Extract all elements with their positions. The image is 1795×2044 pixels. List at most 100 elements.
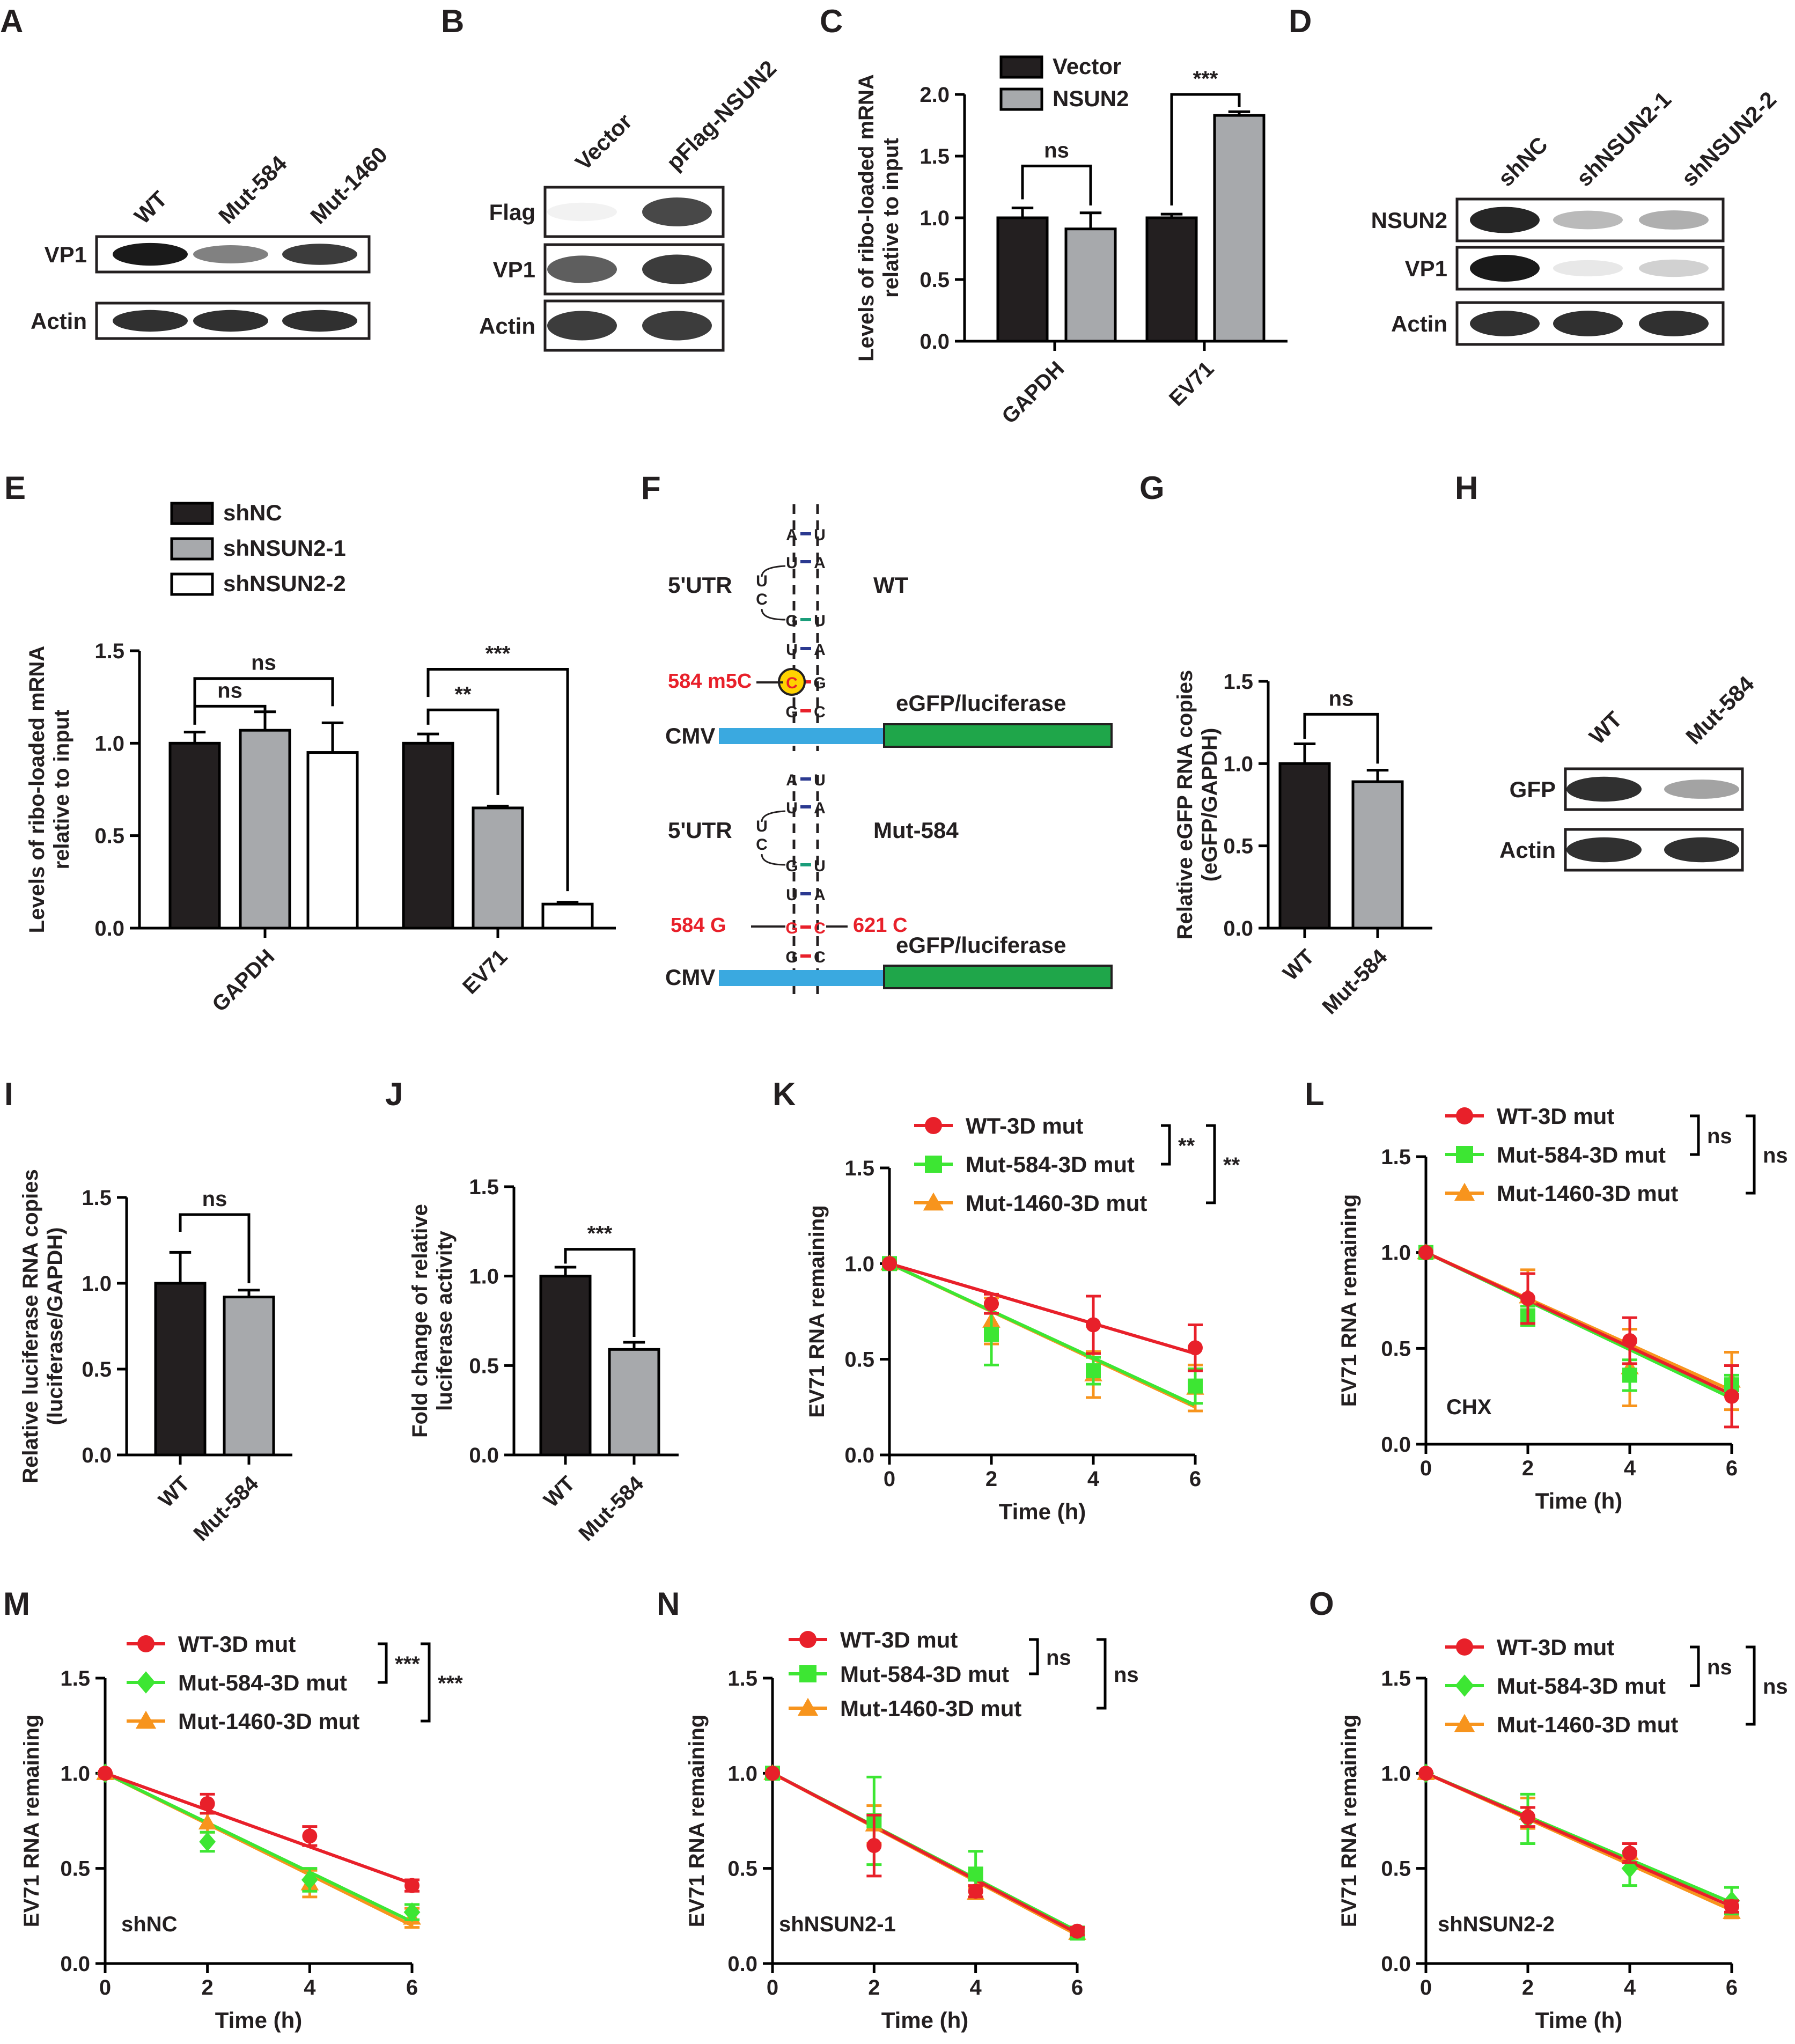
y-axis-label: EV71 RNA remaining (1337, 1194, 1361, 1407)
y-tick-label: 1.0 (727, 1762, 757, 1785)
y-tick-label: 1.5 (1223, 670, 1253, 694)
y-tick-label: 1.0 (1381, 1241, 1411, 1265)
protein-band (1470, 255, 1540, 282)
y-tick-label: 1.0 (94, 732, 124, 755)
condition-note: shNC (121, 1913, 177, 1936)
x-tick-label: 4 (1087, 1467, 1100, 1491)
bar (168, 741, 221, 930)
y-axis-label: relative to input (879, 138, 903, 298)
legend-label: WT-3D mut (178, 1631, 296, 1657)
row-label: Actin (479, 313, 535, 339)
data-point (1520, 1291, 1535, 1306)
reporter-label: eGFP/luciferase (896, 690, 1066, 716)
panel-letter-G: G (1139, 470, 1165, 506)
significance-bracket (426, 708, 499, 795)
data-point (1724, 1899, 1739, 1914)
significance-bracket (193, 704, 267, 725)
nucleotide: G (785, 703, 798, 721)
nucleotide: A (786, 771, 798, 789)
y-tick-label: 1.5 (82, 1186, 112, 1210)
x-tick-label: Mut-584 (1318, 945, 1392, 1019)
fit-line (888, 1262, 1196, 1407)
protein-band (1664, 780, 1739, 799)
nucleotide: U (786, 886, 798, 904)
legend-label: WT-3D mut (840, 1627, 958, 1652)
protein-band (642, 197, 712, 226)
x-tick-label: 2 (1522, 1457, 1534, 1480)
bar (1278, 762, 1331, 930)
y-tick-label: 0.5 (844, 1348, 874, 1372)
x-tick-label: EV71 (458, 945, 512, 998)
y-tick-label: 0.0 (1381, 1952, 1411, 1976)
legend-label: Mut-1460-3D mut (1497, 1181, 1678, 1206)
y-tick-label: 1.0 (844, 1252, 874, 1276)
protein-band (1553, 210, 1623, 230)
promoter-bar (719, 970, 884, 986)
y-tick-label: 0.0 (60, 1952, 90, 1976)
y-tick-label: 1.5 (469, 1175, 499, 1199)
legend-label: Mut-1460-3D mut (1497, 1712, 1678, 1737)
data-point (1454, 1714, 1475, 1732)
panel-K-line-chart: K 0.0 0.5 1.0 1.5 EV71 RNA remaining 0 2 4 6 Time … (773, 1076, 1240, 1524)
legend-swatch (999, 55, 1043, 79)
y-tick-label: 0.5 (1223, 835, 1253, 858)
condition-note: shNSUN2-2 (1438, 1913, 1555, 1936)
bar (1351, 780, 1404, 930)
y-tick-label: 1.0 (60, 1762, 90, 1785)
x-tick-label: 0 (1420, 1457, 1432, 1480)
protein-band (1553, 260, 1623, 277)
legend-label: shNSUN2-1 (223, 535, 346, 561)
bar (541, 902, 594, 930)
significance-label: *** (438, 1672, 463, 1695)
significance-bracket (1690, 1645, 1700, 1687)
y-tick-label: 0.5 (469, 1354, 499, 1378)
nucleotide: U (756, 572, 768, 590)
lane-label: shNSUN2-2 (1676, 86, 1781, 191)
x-tick-label: 6 (1071, 1976, 1083, 1999)
protein-band (1470, 207, 1540, 233)
data-point (301, 1870, 318, 1890)
protein-band (113, 310, 188, 332)
row-label: NSUN2 (1371, 208, 1447, 233)
x-tick-label: Mut-584 (574, 1472, 649, 1546)
modification-site-label: 584 G (671, 914, 726, 937)
lane-label: Mut-1460 (305, 142, 392, 229)
bar (608, 1348, 660, 1457)
loop-backbone (761, 810, 786, 866)
panel-O-line-chart: O 0.0 0.5 1.0 1.5 EV71 RNA remaining 0 2 4 6 Time … (1309, 1586, 1788, 2033)
promoter-label: CMV (665, 965, 715, 990)
nucleotide: A (814, 799, 826, 817)
y-tick-label: 1.0 (1223, 752, 1253, 776)
x-tick-label: 6 (1189, 1467, 1201, 1491)
significance-bracket (193, 677, 334, 707)
legend-label: Mut-584-3D mut (840, 1661, 1009, 1687)
legend-label: Mut-1460-3D mut (178, 1709, 359, 1734)
y-tick-label: 1.5 (727, 1667, 757, 1690)
y-tick-label: 0.5 (1381, 1857, 1411, 1881)
protein-band (193, 245, 268, 263)
promoter-bar (719, 728, 884, 744)
significance-label: *** (1193, 67, 1218, 91)
y-axis-label: (eGFP/GAPDH) (1198, 728, 1222, 882)
bar (996, 216, 1049, 343)
legend-swatch (170, 572, 214, 596)
legend-label: Vector (1053, 54, 1121, 79)
data-point (1622, 1846, 1637, 1861)
y-tick-label: 1.5 (94, 639, 124, 663)
significance-bracket (421, 1642, 431, 1723)
y-tick-label: 1.5 (919, 145, 950, 168)
protein-band (1639, 210, 1709, 230)
data-point (1188, 1340, 1203, 1356)
protein-band (642, 311, 712, 341)
legend-label: WT-3D mut (1497, 1635, 1614, 1660)
utr-label: 5'UTR (668, 572, 732, 598)
bar (1064, 227, 1117, 343)
nucleotide: A (814, 641, 826, 659)
data-point (1188, 1378, 1203, 1394)
reporter-bar (883, 723, 1113, 748)
bar (539, 1275, 592, 1457)
data-point (799, 1665, 816, 1682)
y-tick-label: 0.0 (469, 1444, 499, 1467)
data-point (198, 1813, 217, 1830)
data-point (200, 1796, 215, 1812)
